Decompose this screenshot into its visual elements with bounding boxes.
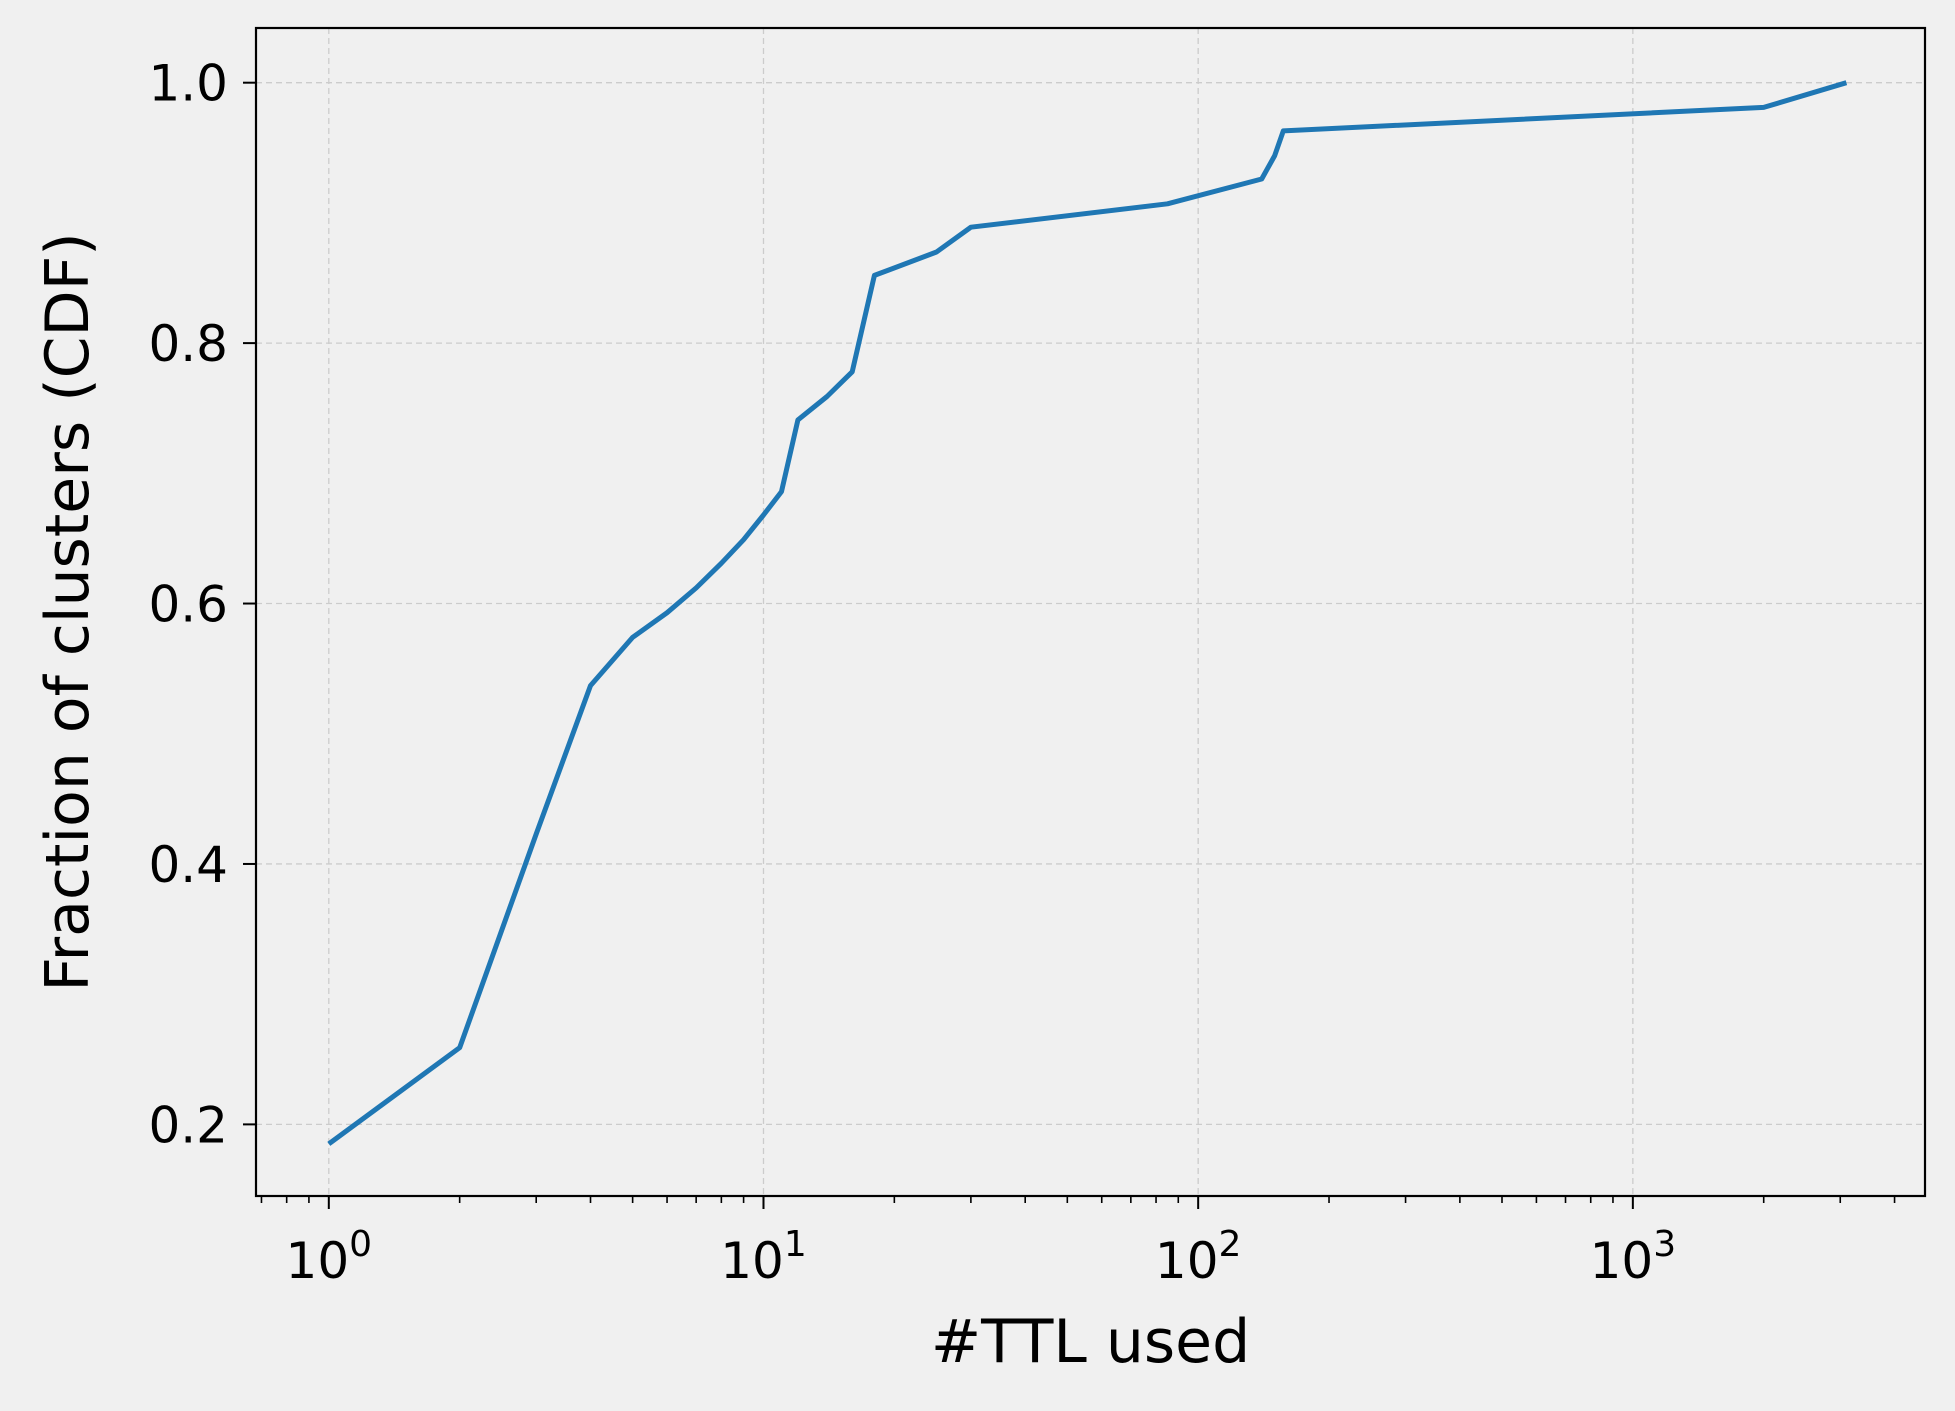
x-axis-title: #TTL used — [931, 1307, 1250, 1377]
x-axis-ticks: 100 101 102 103 — [260, 1196, 1896, 1290]
y-tick-label: 0.4 — [148, 836, 228, 894]
x-tick-label: 102 — [1155, 1224, 1242, 1290]
plot-frame — [254, 26, 1927, 1198]
grid — [256, 28, 1925, 1196]
y-tick-label: 0.6 — [148, 576, 228, 634]
y-tick-label: 0.2 — [148, 1096, 228, 1154]
x-tick-label: 101 — [720, 1224, 807, 1290]
series-layer — [327, 80, 1848, 1146]
y-tick-label: 1.0 — [148, 55, 228, 113]
x-tick-label: 103 — [1590, 1224, 1677, 1290]
y-axis-ticks: 0.2 0.4 0.6 0.8 1.0 — [148, 55, 256, 1154]
cdf-line — [327, 80, 1848, 1146]
y-axis-title: Fraction of clusters (CDF) — [33, 232, 103, 991]
x-tick-label: 100 — [286, 1224, 373, 1290]
y-tick-label: 0.8 — [148, 315, 228, 373]
